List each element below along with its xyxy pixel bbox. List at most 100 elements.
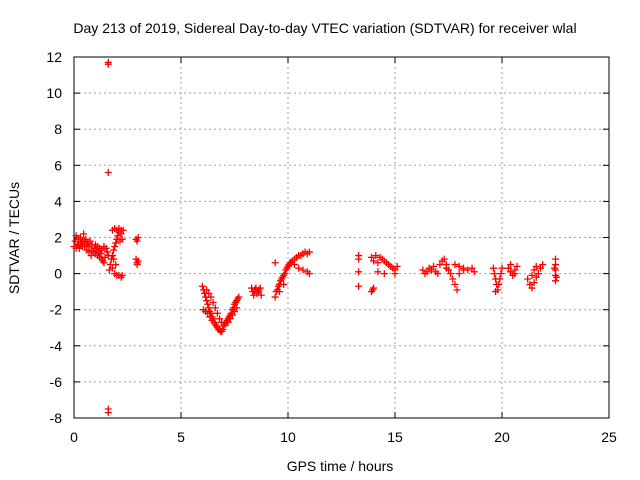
x-tick-label: 0 <box>70 429 78 445</box>
data-point <box>72 232 80 240</box>
data-point <box>203 297 211 305</box>
data-point <box>489 264 497 272</box>
data-point <box>374 259 382 267</box>
data-points <box>70 58 561 417</box>
data-point <box>76 234 84 241</box>
data-point <box>80 230 88 238</box>
y-tick-label: 12 <box>46 49 62 65</box>
data-point <box>102 244 110 252</box>
data-point <box>436 261 444 269</box>
data-point <box>491 270 499 278</box>
data-point <box>118 235 126 243</box>
data-point <box>449 275 457 283</box>
data-point <box>530 279 538 287</box>
y-tick-label: -2 <box>50 302 63 318</box>
x-tick-label: 10 <box>280 429 296 445</box>
y-tick-label: 2 <box>54 230 62 246</box>
data-point <box>213 309 221 317</box>
data-point <box>513 262 521 270</box>
data-point <box>271 293 279 301</box>
data-point <box>98 246 106 254</box>
data-point <box>205 304 213 312</box>
data-point <box>112 261 120 269</box>
data-point <box>134 257 142 265</box>
data-point <box>233 304 241 312</box>
data-point <box>256 284 264 292</box>
data-point <box>451 280 459 288</box>
data-point <box>205 289 213 297</box>
data-point <box>72 244 80 252</box>
data-point <box>198 282 206 290</box>
x-tick-label: 20 <box>494 429 510 445</box>
data-point <box>109 264 117 272</box>
data-point <box>534 270 542 278</box>
data-point <box>434 270 442 278</box>
data-point <box>103 248 111 256</box>
y-tick-label: 6 <box>54 157 62 173</box>
data-point <box>204 300 212 308</box>
data-point <box>111 243 119 251</box>
data-point <box>216 315 224 323</box>
data-point <box>133 237 141 245</box>
data-point <box>497 270 505 278</box>
data-point <box>528 271 536 279</box>
data-point <box>507 268 515 276</box>
data-point <box>355 268 363 276</box>
data-point <box>228 311 236 319</box>
data-point <box>459 266 467 274</box>
x-tick-label: 25 <box>601 429 617 445</box>
data-point <box>532 262 540 270</box>
data-point <box>290 261 298 269</box>
data-point <box>537 264 545 272</box>
data-point <box>104 60 112 68</box>
data-point <box>133 261 141 269</box>
data-point <box>492 288 500 296</box>
data-point <box>496 275 504 283</box>
data-point <box>528 284 536 292</box>
data-point <box>530 266 538 274</box>
data-point <box>539 261 547 269</box>
data-point <box>511 270 519 278</box>
data-point <box>495 280 503 288</box>
y-tick-label: 10 <box>46 85 62 101</box>
data-point <box>430 262 438 270</box>
data-point <box>86 237 94 245</box>
data-point <box>455 262 463 270</box>
data-point <box>295 264 303 272</box>
data-point <box>440 255 448 263</box>
data-point <box>470 268 478 276</box>
data-point <box>271 259 279 267</box>
data-point <box>498 264 506 272</box>
chart-title: Day 213 of 2019, Sidereal Day-to-day VTE… <box>73 20 576 36</box>
grid-lines <box>74 57 609 418</box>
data-point <box>81 243 89 251</box>
data-point <box>235 293 243 301</box>
data-point <box>204 309 212 317</box>
data-point <box>427 266 435 274</box>
data-point <box>453 286 461 294</box>
data-point <box>104 169 112 177</box>
data-point <box>275 288 283 296</box>
data-point <box>553 273 561 281</box>
data-point <box>219 326 227 334</box>
data-point <box>100 259 108 267</box>
data-point <box>110 255 118 263</box>
x-tick-label: 5 <box>177 429 185 445</box>
data-point <box>299 266 307 274</box>
data-point <box>423 268 431 276</box>
data-point <box>203 286 211 294</box>
data-point <box>367 253 375 261</box>
data-point <box>211 304 219 312</box>
data-point <box>355 282 363 290</box>
x-tick-label: 15 <box>387 429 403 445</box>
data-point <box>355 255 363 263</box>
data-point <box>370 284 378 292</box>
data-point <box>206 313 214 321</box>
y-tick-label: -4 <box>50 338 63 354</box>
data-point <box>380 270 388 278</box>
y-axis-label: SDTVAR / TECUs <box>6 182 22 294</box>
data-point <box>109 252 117 260</box>
data-point <box>305 248 313 256</box>
data-point <box>226 315 234 323</box>
data-point <box>445 266 452 274</box>
